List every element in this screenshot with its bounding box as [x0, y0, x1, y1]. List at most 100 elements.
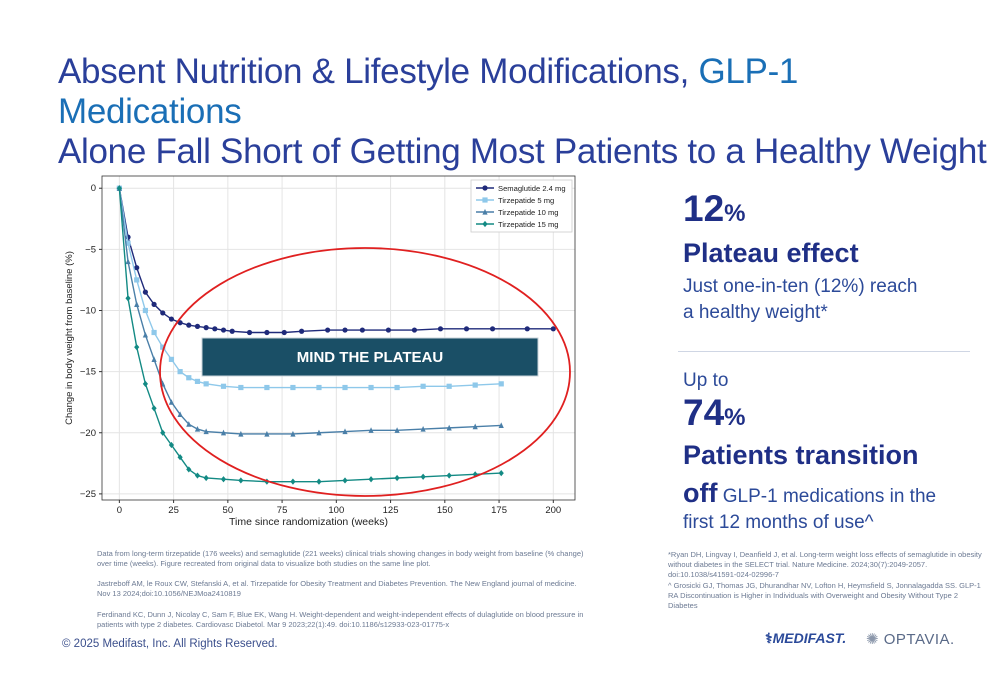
footnote-ferdinand: Ferdinand KC, Dunn J, Nicolay C, Sam F, … [97, 610, 584, 629]
data-point [203, 474, 209, 482]
title-highlight: GLP-1 Medications [58, 52, 799, 131]
data-point [168, 441, 175, 449]
data-point [290, 384, 296, 391]
data-point [194, 472, 201, 479]
data-point [134, 344, 140, 351]
data-point [125, 258, 131, 265]
stat-block-2: 74% [683, 392, 746, 434]
data-point [134, 265, 140, 271]
legend-label: Tirzepatide 10 mg [498, 208, 559, 217]
x-tick-label: 100 [328, 505, 344, 516]
data-point [151, 329, 157, 336]
data-point [238, 384, 244, 391]
stat2-pct: % [724, 404, 746, 431]
optavia-logo-text: OPTAVIA. [883, 631, 955, 648]
data-point [264, 430, 270, 437]
x-tick-label: 200 [545, 505, 561, 516]
stat1-pct: % [724, 200, 746, 227]
data-point [446, 424, 452, 431]
data-point [368, 476, 374, 483]
data-point [446, 472, 452, 479]
stat-divider [678, 351, 970, 352]
series-line [118, 188, 502, 483]
data-point [177, 454, 183, 461]
stat2-off: off [683, 478, 718, 508]
data-point [420, 473, 426, 480]
data-point [160, 310, 166, 316]
data-point [229, 328, 235, 334]
y-axis-label: Change in body weight from baseline (%) [64, 251, 75, 425]
data-point [142, 331, 148, 338]
data-point [463, 326, 470, 332]
data-point [238, 430, 244, 437]
x-tick-label: 25 [168, 505, 179, 516]
stat1-text-line-1: Just one-in-ten (12%) reach [683, 276, 918, 297]
data-point [446, 383, 452, 389]
data-point [316, 384, 322, 391]
data-point [125, 295, 131, 302]
data-point [264, 329, 270, 336]
x-tick-label: 50 [223, 505, 234, 516]
data-point [472, 471, 478, 478]
y-tick-label: 0 [91, 183, 96, 194]
x-tick-label: 150 [437, 505, 453, 516]
data-point [186, 375, 192, 381]
data-point [116, 185, 122, 192]
y-tick-label: −10 [80, 305, 96, 316]
plateau-box [201, 337, 539, 377]
title-line-1: Absent Nutrition & Lifestyle Modificatio… [58, 52, 988, 132]
series-2 [116, 185, 504, 391]
title-line-1-prefix: Absent Nutrition & Lifestyle Modificatio… [58, 52, 699, 91]
x-axis-label: Time since randomization (weeks) [229, 516, 388, 528]
data-point [194, 323, 201, 329]
data-point [299, 328, 305, 334]
data-point [342, 384, 348, 391]
data-point [125, 240, 131, 246]
series-line [118, 188, 554, 334]
data-point [168, 316, 175, 322]
weight-change-chart: 0 25 50 75 100 125 150 175 200 0 −5 −10 −15 −20 −25 Tim… [60, 170, 580, 530]
y-tick-label: −15 [80, 367, 96, 378]
x-tick-label: 175 [491, 505, 507, 516]
data-point [394, 474, 400, 482]
data-point [316, 478, 322, 485]
data-point [290, 478, 296, 485]
legend-marker [482, 197, 488, 203]
y-tick-label: −20 [80, 428, 96, 439]
legend-marker [482, 220, 488, 228]
plateau-ellipse [159, 247, 571, 497]
x-tick-label: 125 [383, 505, 399, 516]
data-point [264, 384, 270, 391]
data-point [437, 326, 444, 332]
stat1-heading: Plateau effect [683, 238, 859, 268]
legend-marker [482, 185, 488, 191]
data-point [194, 378, 201, 385]
legend-label: Semaglutide 2.4 mg [498, 184, 566, 193]
stat2-heading: Patients transition [683, 440, 919, 470]
data-point [203, 325, 209, 331]
data-point [203, 428, 209, 435]
data-point [420, 383, 426, 389]
data-point [160, 429, 166, 436]
data-point [411, 327, 418, 333]
data-point [186, 466, 192, 473]
copyright: © 2025 Medifast, Inc. All Rights Reserve… [62, 638, 278, 650]
data-point [220, 429, 227, 436]
data-point [281, 329, 287, 336]
chart-svg: 0 25 50 75 100 125 150 175 200 0 −5 −10 −15 −20 −25 Tim… [64, 175, 576, 528]
data-point [394, 384, 400, 391]
data-point [524, 326, 530, 332]
plot-frame [101, 175, 576, 501]
chart-legend: Semaglutide 2.4 mg Tirzepatide 5 mg Tirzep… [470, 179, 573, 233]
data-point [498, 422, 504, 429]
data-point [359, 327, 365, 333]
data-point [151, 356, 157, 362]
data-point [472, 423, 478, 430]
data-point [498, 381, 504, 387]
data-point [316, 429, 322, 436]
series-4 [116, 185, 504, 485]
stat1-number: 12 [683, 188, 725, 229]
title-line-2: Alone Fall Short of Getting Most Patient… [58, 132, 987, 171]
stat2-number: 74 [683, 392, 725, 433]
data-point [151, 301, 157, 307]
